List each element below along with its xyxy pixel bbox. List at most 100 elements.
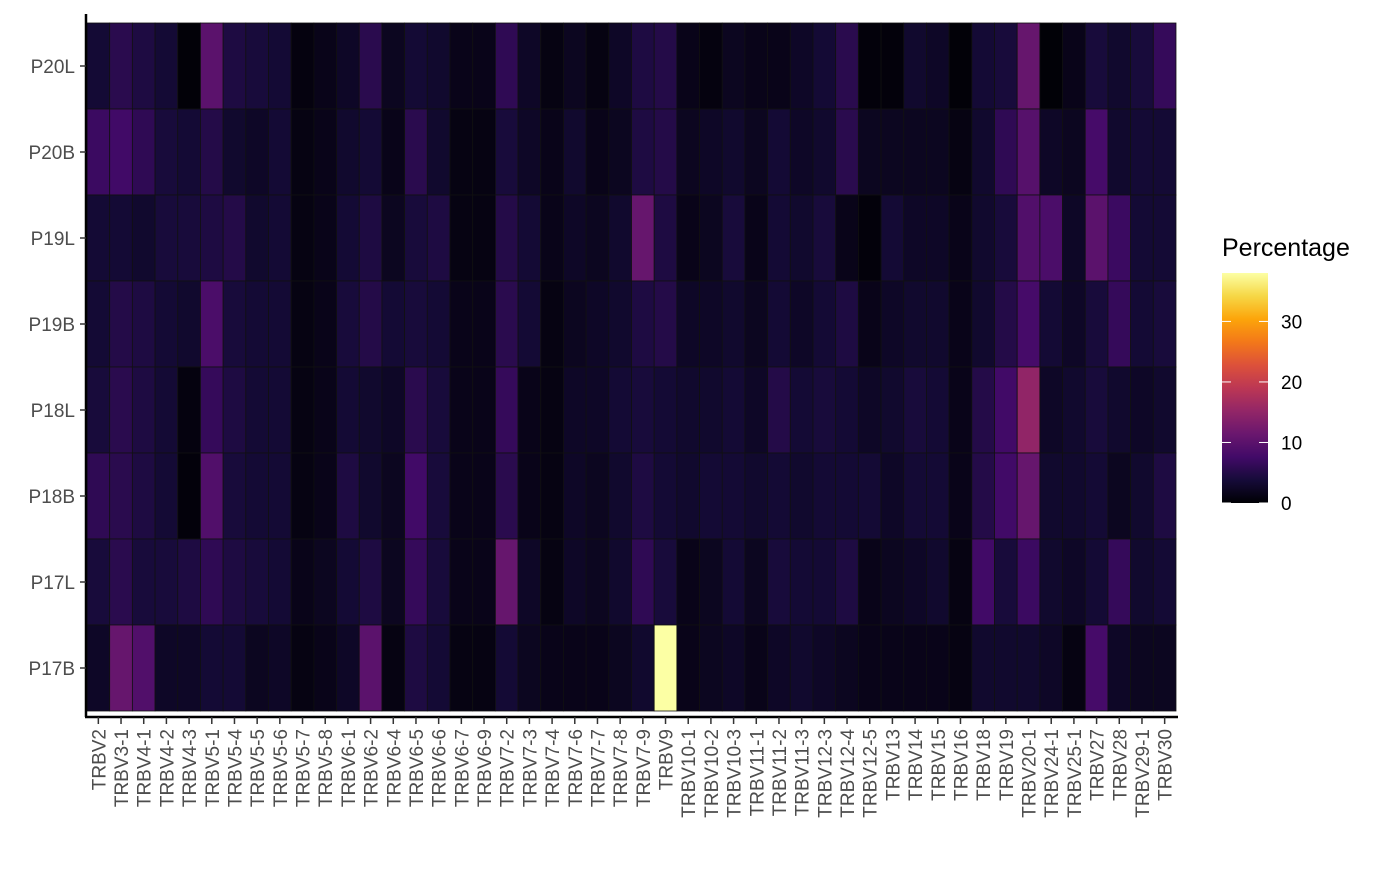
heatmap-cell (154, 624, 179, 712)
heatmap-cell (426, 194, 451, 282)
heatmap-cell (585, 538, 610, 626)
heatmap-cell (336, 624, 360, 712)
heatmap-cell (903, 624, 927, 712)
heatmap-cell (744, 108, 769, 196)
heatmap-cell (994, 22, 1018, 110)
heatmap-cell (381, 194, 406, 282)
heatmap-cell (926, 538, 950, 626)
heatmap-cell (1062, 624, 1086, 712)
heatmap-cell (789, 366, 814, 454)
heatmap-cell (676, 280, 700, 368)
heatmap-cell (358, 538, 383, 626)
heatmap-cell (721, 194, 746, 282)
heatmap-cell (1084, 22, 1109, 110)
y-tick-labels: P20L P20B P19L P19B P18L P18B P17L P17B (29, 57, 86, 680)
heatmap-cell (948, 194, 973, 282)
heatmap-cell (154, 108, 179, 196)
heatmap-cell (767, 108, 791, 196)
heatmap-cell (245, 22, 269, 110)
heatmap-cell (131, 280, 156, 368)
heatmap-cell (358, 452, 383, 540)
x-tick-label: TRBV11-2 (770, 729, 791, 816)
heatmap-cell (358, 108, 383, 196)
heatmap-cell (631, 452, 655, 540)
heatmap-cell (1039, 280, 1063, 368)
heatmap-cell (358, 624, 383, 712)
heatmap-cell (880, 452, 905, 540)
heatmap-cell (245, 108, 269, 196)
y-tick-label: P17L (31, 573, 75, 594)
heatmap-cell (404, 194, 428, 282)
heatmap-cell (222, 366, 247, 454)
heatmap-cell (721, 280, 746, 368)
heatmap-cell (540, 22, 564, 110)
heatmap-cell (494, 280, 519, 368)
x-tick-label: TRBV30 (1156, 729, 1177, 801)
y-tick-label: P20B (29, 143, 75, 164)
x-tick-label: TRBV4-3 (180, 729, 201, 807)
heatmap-cell (880, 108, 905, 196)
heatmap-cell (903, 280, 927, 368)
heatmap-cell (563, 366, 587, 454)
heatmap-cell (1107, 538, 1132, 626)
heatmap-cell (948, 366, 973, 454)
heatmap-cell (1107, 366, 1132, 454)
heatmap-cell (585, 452, 610, 540)
axes (84, 14, 1178, 719)
x-tick-label: TRBV5-8 (316, 729, 337, 807)
heatmap-cell (812, 108, 837, 196)
x-tick-label: TRBV27 (1088, 729, 1109, 801)
heatmap-cell (699, 280, 723, 368)
heatmap-cell (1062, 108, 1086, 196)
heatmap-cell (1130, 366, 1154, 454)
heatmap-cell (381, 538, 406, 626)
x-tick-label: TRBV6-1 (339, 729, 360, 807)
x-tick-label: TRBV11-1 (747, 729, 768, 816)
heatmap-cell (154, 366, 179, 454)
heatmap-cell (1107, 280, 1132, 368)
heatmap-cell (313, 194, 337, 282)
heatmap-cell (86, 108, 111, 196)
heatmap-cell (381, 22, 406, 110)
heatmap-cell (880, 366, 905, 454)
heatmap-cell (381, 280, 406, 368)
heatmap-cell (268, 538, 292, 626)
heatmap-cell (926, 22, 950, 110)
heatmap-cell (1039, 538, 1063, 626)
heatmap-cell (109, 538, 133, 626)
heatmap-cell (971, 22, 995, 110)
heatmap-cell (154, 194, 179, 282)
heatmap-cell (767, 538, 791, 626)
heatmap-cell (1084, 538, 1109, 626)
heatmap-cell (608, 194, 632, 282)
heatmap-cell (880, 22, 905, 110)
heatmap-cell (563, 194, 587, 282)
heatmap-cell (268, 194, 292, 282)
heatmap-cell (517, 108, 542, 196)
legend-tick-label: 30 (1281, 312, 1302, 333)
y-tick-label: P19B (29, 315, 75, 336)
heatmap-cell (540, 452, 564, 540)
legend-tick-label: 0 (1281, 494, 1292, 515)
x-tick-label: TRBV7-3 (520, 729, 541, 807)
heatmap-cell (200, 108, 224, 196)
heatmap-cell (222, 280, 247, 368)
legend-colorbar (1222, 273, 1268, 503)
heatmap-cell (290, 194, 315, 282)
heatmap-cell (200, 624, 224, 712)
heatmap-cell (880, 624, 905, 712)
heatmap-cell (449, 538, 474, 626)
heatmap-cell (404, 366, 428, 454)
heatmap-cell (404, 538, 428, 626)
heatmap-cell (404, 108, 428, 196)
heatmap-cell (358, 194, 383, 282)
y-tick-label: P19L (31, 229, 75, 250)
heatmap-cell (653, 452, 678, 540)
heatmap-cell (608, 108, 632, 196)
x-tick-label: TRBV24-1 (1042, 729, 1063, 818)
heatmap-cell (494, 108, 519, 196)
heatmap-cell (926, 452, 950, 540)
legend-title: Percentage (1222, 234, 1350, 262)
heatmap-cell (631, 108, 655, 196)
heatmap-cell (926, 108, 950, 196)
